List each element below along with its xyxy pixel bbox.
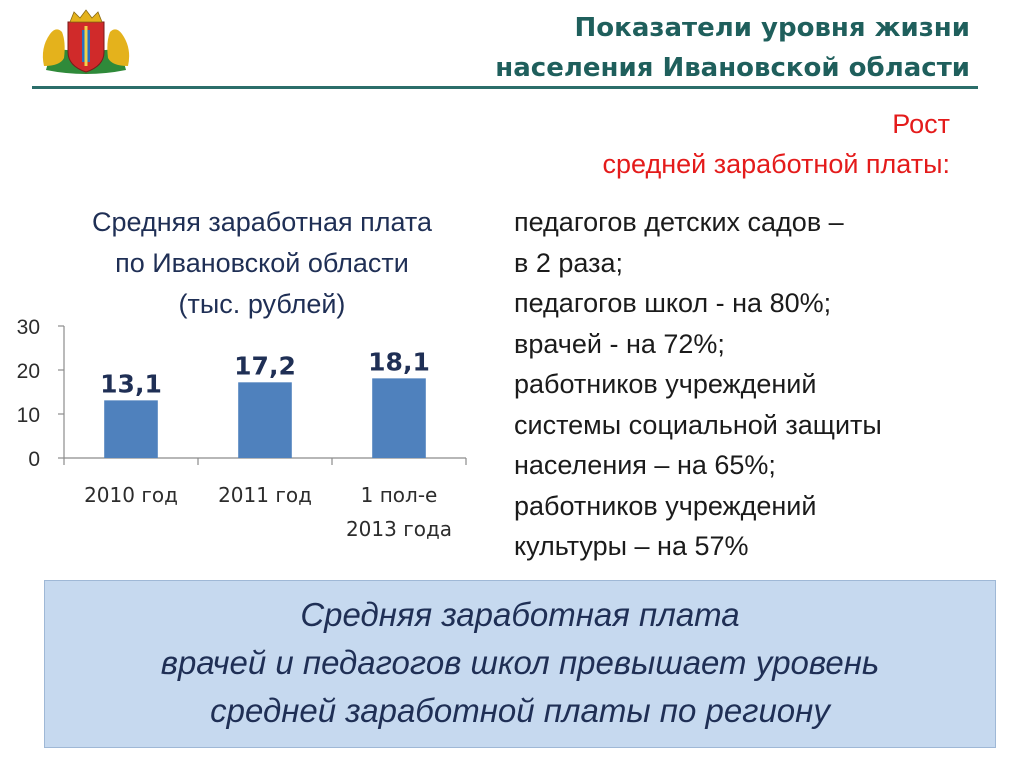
data-label: 17,2 (234, 351, 296, 380)
y-tick-label: 30 (17, 316, 40, 339)
bar (238, 382, 292, 458)
coat-of-arms-logo (42, 9, 130, 74)
growth-item: культуры – на 57% (514, 531, 749, 561)
page-title: Показатели уровня жизни населения Иванов… (370, 8, 970, 88)
x-tick-label: 1 пол-е (361, 483, 438, 507)
conclusion-banner: Средняя заработная плата врачей и педаго… (44, 580, 996, 748)
growth-list: педагогов детских садов – в 2 раза; педа… (514, 202, 994, 567)
growth-item: педагогов школ - на 80%; (514, 288, 832, 318)
y-tick-label: 0 (28, 448, 40, 471)
growth-item: в 2 раза; (514, 247, 623, 278)
x-tick-label: 2010 год (84, 483, 178, 507)
growth-item: работников учреждений (514, 490, 817, 521)
x-tick-label: 2011 год (218, 483, 312, 507)
growth-heading-line-2: средней заработной платы: (602, 149, 950, 179)
y-tick-label: 20 (17, 360, 40, 383)
banner-line-1: Средняя заработная плата (300, 596, 740, 633)
data-label: 18,1 (368, 347, 430, 376)
chart-title: Средняя заработная плата по Ивановской о… (30, 202, 494, 325)
growth-item: системы социальной защиты (514, 409, 882, 440)
banner-line-2: врачей и педагогов школ превышает уровен… (160, 644, 880, 681)
x-tick-label: 2013 года (346, 517, 452, 541)
growth-item: работников учреждений (514, 369, 817, 399)
data-label: 13,1 (100, 369, 162, 398)
bar (372, 378, 426, 458)
banner-line-3: средней заработной платы по региону (210, 692, 830, 729)
growth-item: врачей - на 72%; (514, 328, 725, 359)
chart-title-line-2: по Ивановской области (115, 248, 409, 278)
growth-heading-line-1: Рост (892, 109, 950, 139)
growth-heading: Рост средней заработной платы: (480, 104, 950, 184)
title-line-1: Показатели уровня жизни (574, 13, 970, 43)
bar (104, 400, 158, 458)
chart-title-line-1: Средняя заработная плата (92, 207, 432, 237)
growth-item: населения – на 65%; (514, 450, 776, 480)
chart-title-line-3: (тыс. рублей) (178, 289, 346, 319)
title-divider (32, 86, 978, 89)
title-line-2: населения Ивановской области (495, 53, 970, 83)
growth-item: педагогов детских садов – (514, 207, 844, 237)
y-tick-label: 10 (17, 404, 40, 427)
